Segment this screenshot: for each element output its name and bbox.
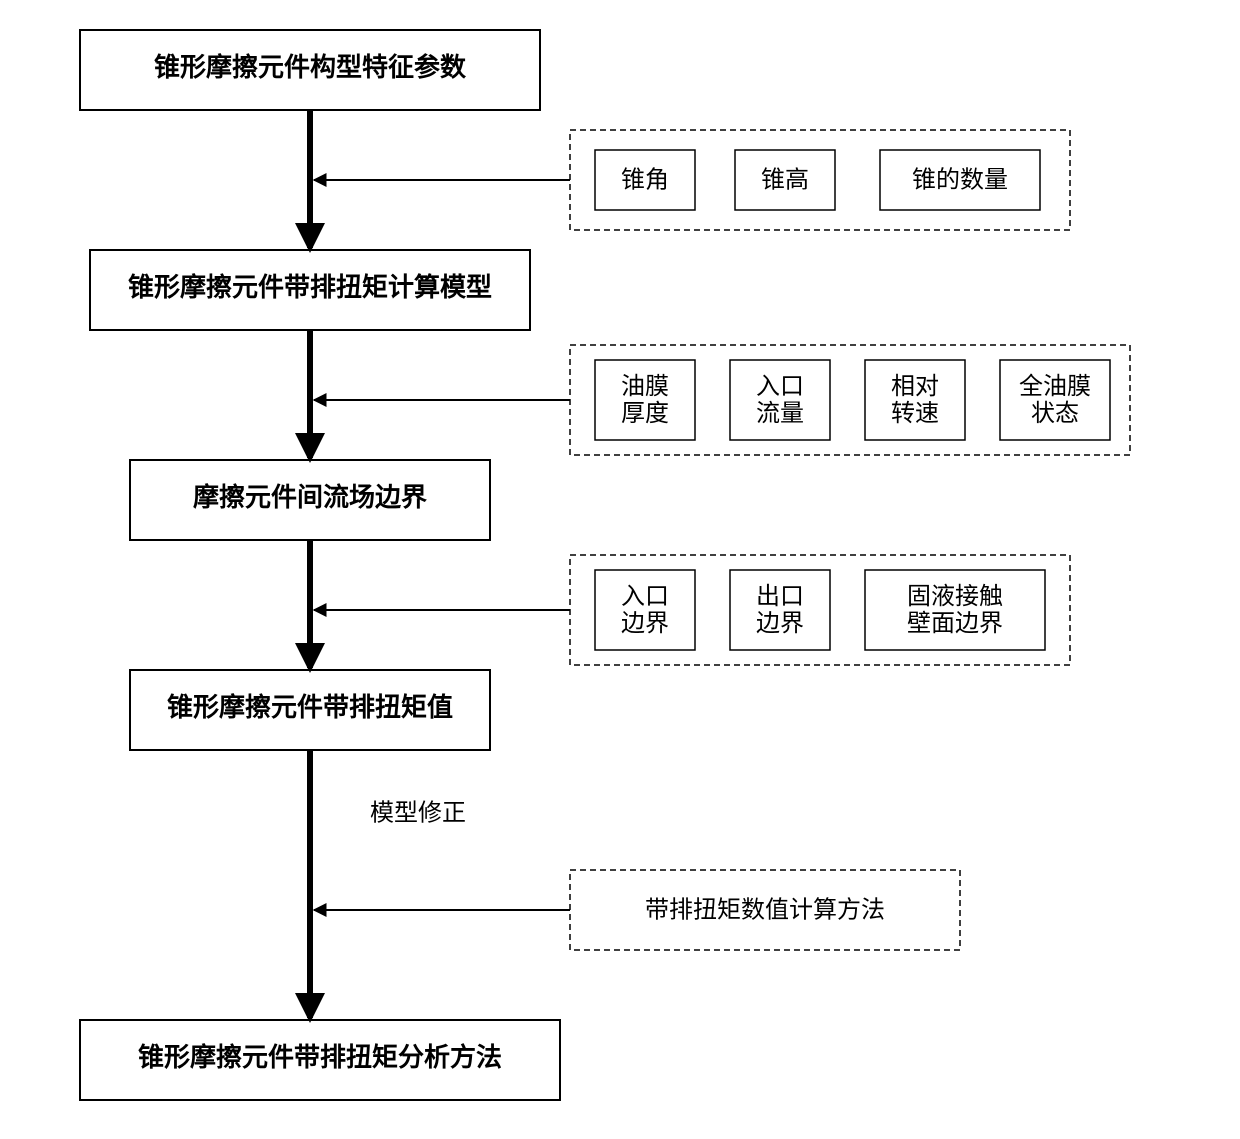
node-model: 锥形摩擦元件带排扭矩计算模型 <box>90 250 530 330</box>
group-numerical: 带排扭矩数值计算方法 <box>570 870 960 950</box>
svg-text:厚度: 厚度 <box>621 400 669 427</box>
svg-text:边界: 边界 <box>621 610 669 637</box>
svg-text:带排扭矩数值计算方法: 带排扭矩数值计算方法 <box>645 897 885 924</box>
svg-text:锥角: 锥角 <box>621 167 669 194</box>
node-boundary: 摩擦元件间流场边界 <box>130 460 490 540</box>
svg-text:转速: 转速 <box>891 400 939 427</box>
svg-text:流量: 流量 <box>756 400 804 427</box>
group-flow-params: 油膜厚度 入口流量 相对转速 全油膜状态 <box>570 345 1130 455</box>
node-params: 锥形摩擦元件构型特征参数 <box>80 30 540 110</box>
node-model-label: 锥形摩擦元件带排扭矩计算模型 <box>128 272 492 302</box>
svg-text:全油膜: 全油膜 <box>1019 373 1091 400</box>
node-method: 锥形摩擦元件带排扭矩分析方法 <box>80 1020 560 1100</box>
node-method-label: 锥形摩擦元件带排扭矩分析方法 <box>138 1042 502 1072</box>
node-params-label: 锥形摩擦元件构型特征参数 <box>154 52 467 82</box>
svg-text:固液接触: 固液接触 <box>907 583 1003 610</box>
group-cone-params: 锥角 锥高 锥的数量 <box>570 130 1070 230</box>
node-boundary-label: 摩擦元件间流场边界 <box>193 482 427 512</box>
svg-text:入口: 入口 <box>756 374 804 400</box>
group-boundaries: 入口边界出口边界固液接触壁面边界 <box>570 555 1070 665</box>
svg-text:油膜: 油膜 <box>621 373 669 400</box>
svg-text:边界: 边界 <box>756 610 804 637</box>
label-correction: 模型修正 <box>370 800 466 827</box>
node-value: 锥形摩擦元件带排扭矩值 <box>130 670 490 750</box>
svg-text:锥高: 锥高 <box>761 167 809 194</box>
svg-text:入口: 入口 <box>621 584 669 610</box>
svg-text:出口: 出口 <box>756 583 804 610</box>
flowchart-canvas: 锥形摩擦元件构型特征参数锥形摩擦元件带排扭矩计算模型摩擦元件间流场边界锥形摩擦元… <box>0 0 1240 1139</box>
svg-text:壁面边界: 壁面边界 <box>907 610 1003 637</box>
svg-text:状态: 状态 <box>1031 400 1079 427</box>
node-value-label: 锥形摩擦元件带排扭矩值 <box>167 692 453 722</box>
svg-text:锥的数量: 锥的数量 <box>912 167 1008 194</box>
svg-text:相对: 相对 <box>891 373 939 400</box>
